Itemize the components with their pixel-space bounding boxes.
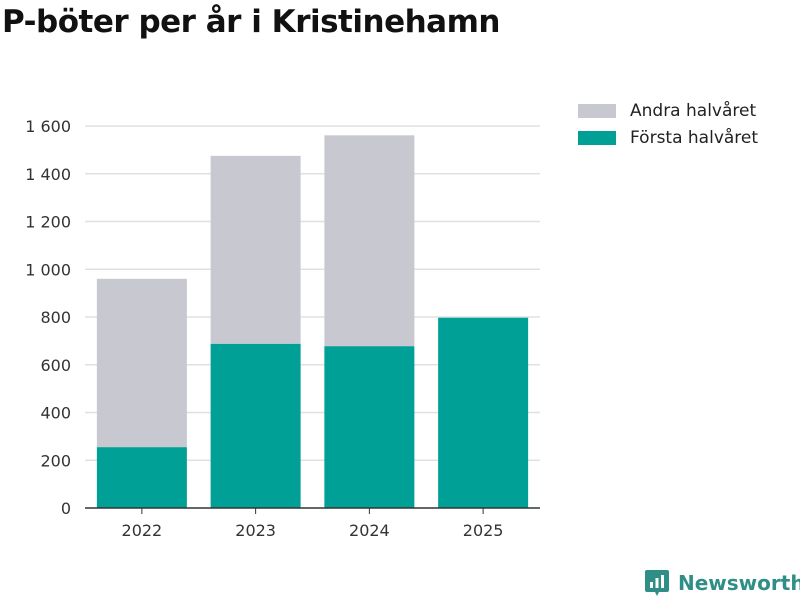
bar-andra-2024 bbox=[324, 135, 415, 347]
x-axis-ticks: 2022 2023 2024 2025 bbox=[122, 508, 504, 540]
y-tick-label: 1 600 bbox=[25, 117, 71, 136]
y-axis-ticks: 0 200 400 600 800 1 000 1 200 1 400 1 600 bbox=[25, 117, 71, 518]
y-tick-label: 0 bbox=[61, 499, 71, 518]
bar-forsta-2022 bbox=[96, 447, 187, 508]
bar-forsta-2023 bbox=[210, 343, 301, 508]
x-tick-label: 2024 bbox=[349, 521, 390, 540]
y-tick-label: 800 bbox=[40, 308, 71, 327]
legend-swatch-andra bbox=[578, 103, 616, 118]
legend-swatch-forsta bbox=[578, 130, 616, 145]
chart-title: P-böter per år i Kristinehamn bbox=[2, 4, 500, 40]
legend-label-andra: Andra halvåret bbox=[630, 100, 757, 121]
bars bbox=[96, 135, 529, 508]
legend-label-forsta: Första halvåret bbox=[630, 127, 759, 148]
brand-name: Newsworthy bbox=[678, 571, 800, 595]
x-tick-label: 2023 bbox=[235, 521, 276, 540]
newsworthy-icon bbox=[645, 570, 669, 596]
x-tick-label: 2025 bbox=[463, 521, 504, 540]
bar-andra-2023 bbox=[210, 155, 301, 344]
bar-andra-2022 bbox=[96, 278, 187, 448]
legend-item-forsta: Första halvåret bbox=[578, 124, 758, 151]
y-tick-label: 600 bbox=[40, 356, 71, 375]
legend-item-andra: Andra halvåret bbox=[578, 97, 758, 124]
y-tick-label: 1 400 bbox=[25, 165, 71, 184]
newsworthy-logo: Newsworthy bbox=[644, 568, 800, 598]
y-tick-label: 1 200 bbox=[25, 213, 71, 232]
y-tick-label: 400 bbox=[40, 404, 71, 423]
bar-forsta-2024 bbox=[324, 346, 415, 508]
x-tick-label: 2022 bbox=[122, 521, 163, 540]
y-tick-label: 200 bbox=[40, 451, 71, 470]
bar-forsta-2025 bbox=[438, 317, 529, 508]
y-tick-label: 1 000 bbox=[25, 260, 71, 279]
legend: Andra halvåret Första halvåret bbox=[578, 97, 758, 151]
